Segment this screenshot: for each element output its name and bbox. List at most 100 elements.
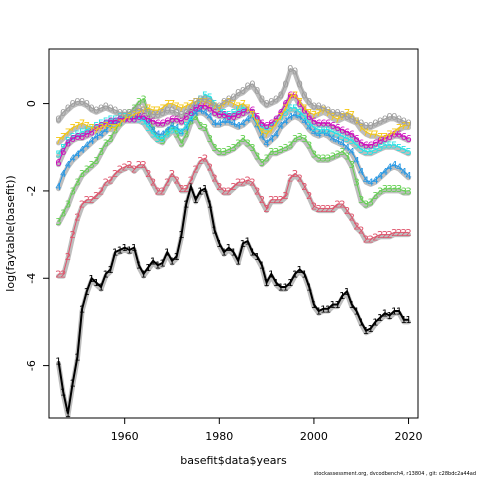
data-point: 4 (386, 162, 392, 173)
data-point: 1 (221, 248, 227, 259)
data-point: 6 (282, 99, 288, 110)
data-point: 2 (202, 154, 208, 165)
data-point: 3 (103, 138, 109, 149)
data-point: 3 (401, 186, 407, 197)
data-point: 2 (93, 191, 99, 202)
series-line (58, 94, 409, 163)
data-point: 0 (353, 117, 359, 128)
data-point: 3 (297, 132, 303, 143)
data-point: 4 (349, 147, 355, 158)
data-point: 6 (396, 130, 402, 141)
data-point: 0 (188, 103, 194, 114)
data-point: 6 (240, 108, 246, 119)
data-point: 1 (245, 237, 251, 248)
y-axis-title: log(faytable(basefit)) (4, 175, 17, 291)
data-point: 5 (297, 108, 303, 119)
data-point: 7 (159, 103, 165, 114)
data-point: 2 (320, 204, 326, 215)
data-point: 4 (249, 112, 255, 123)
plot-frame (48, 48, 419, 419)
data-point: 2 (192, 165, 198, 176)
data-point: 7 (377, 132, 383, 143)
data-point: 5 (107, 114, 113, 125)
data-point: 1 (226, 243, 232, 254)
data-point: 0 (344, 112, 350, 123)
data-point: 4 (306, 123, 312, 134)
data-point: 2 (245, 176, 251, 187)
data-point: 1 (183, 200, 189, 211)
data-point: 1 (202, 184, 208, 195)
data-point: 3 (131, 103, 137, 114)
data-point: 6 (74, 132, 80, 143)
data-point: 1 (174, 252, 180, 263)
data-point: 4 (159, 130, 165, 141)
data-point: 6 (88, 127, 94, 138)
data-point: 5 (150, 130, 156, 141)
data-point: 4 (169, 121, 175, 132)
data-point: 1 (382, 309, 388, 320)
series-line (58, 157, 409, 275)
x-axis-title: basefit$data$years (180, 454, 287, 467)
data-point: 4 (391, 160, 397, 171)
data-point: 5 (320, 125, 326, 136)
data-point: 2 (211, 173, 217, 184)
data-point: 1 (405, 315, 411, 326)
data-point: 7 (178, 103, 184, 114)
data-point: 7 (192, 97, 198, 108)
data-point: 0 (192, 97, 198, 108)
data-point: 0 (221, 97, 227, 108)
data-point: 4 (178, 127, 184, 138)
data-point: 3 (339, 147, 345, 158)
data-point: 7 (226, 97, 232, 108)
data-point: 0 (88, 103, 94, 114)
data-point: 7 (221, 99, 227, 110)
data-point: 1 (391, 307, 397, 318)
data-point: 6 (278, 108, 284, 119)
data-point: 0 (282, 79, 288, 90)
data-point: 5 (325, 125, 331, 136)
data-point: 1 (192, 195, 198, 206)
data-point: 0 (263, 99, 269, 110)
data-point: 6 (107, 117, 113, 128)
series-7: 7777777777777777777777777777777777777777… (55, 90, 411, 147)
data-point: 4 (183, 123, 189, 134)
data-point: 1 (368, 324, 374, 335)
data-point: 3 (287, 141, 293, 152)
data-point: 0 (325, 106, 331, 117)
data-point: 6 (263, 121, 269, 132)
data-point: 3 (159, 136, 165, 147)
x-tick-label: 1980 (205, 430, 233, 443)
series-2: 2222222222222222222222222222222222222222… (55, 154, 411, 281)
data-point: 4 (282, 117, 288, 128)
data-point: 6 (112, 117, 118, 128)
data-point: 5 (216, 106, 222, 117)
data-point: 6 (159, 119, 165, 130)
data-point: 0 (278, 90, 284, 101)
data-point: 1 (103, 269, 109, 280)
data-point: 0 (259, 95, 265, 106)
data-point: 5 (240, 103, 246, 114)
data-point: 4 (230, 119, 236, 130)
data-point: 7 (320, 106, 326, 117)
data-point: 2 (297, 173, 303, 184)
data-point: 0 (211, 101, 217, 112)
data-point: 6 (405, 134, 411, 145)
data-point: 3 (126, 108, 132, 119)
data-point: 6 (103, 119, 109, 130)
data-point: 3 (268, 147, 274, 158)
data-point: 1 (287, 278, 293, 289)
data-point: 0 (334, 108, 340, 119)
data-point: 1 (207, 200, 213, 211)
data-point: 7 (353, 117, 359, 128)
data-point: 6 (211, 108, 217, 119)
data-point: 2 (183, 184, 189, 195)
data-point: 7 (287, 93, 293, 104)
data-point: 5 (103, 117, 109, 128)
data-point: 5 (263, 125, 269, 136)
x-axis: 1960 1980 2000 2020 (111, 418, 423, 443)
data-point: 6 (98, 121, 104, 132)
data-point: 7 (372, 130, 378, 141)
data-point: 1 (386, 311, 392, 322)
data-point: 1 (117, 245, 123, 256)
data-point: 0 (126, 108, 132, 119)
